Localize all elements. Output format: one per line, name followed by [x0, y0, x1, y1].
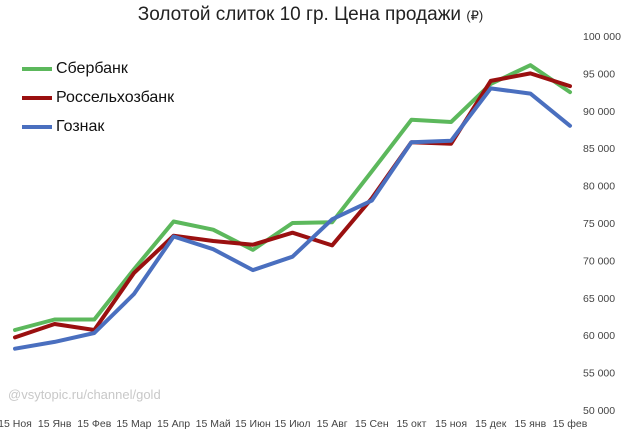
x-tick-label: 15 Янв	[38, 418, 72, 430]
legend-item-rosselkhozbank: Россельхозбанк	[22, 83, 174, 112]
legend-label-rosselkhozbank: Россельхозбанк	[56, 88, 175, 106]
x-tick-label: 15 Фев	[77, 418, 111, 430]
x-tick-label: 15 ноя	[435, 418, 467, 430]
x-tick-label: 15 Сен	[355, 418, 389, 430]
y-tick-label: 100 000	[583, 31, 621, 43]
y-tick-label: 50 000	[583, 405, 615, 417]
x-tick-label: 15 Ноя	[0, 418, 32, 430]
series-line-0	[13, 63, 572, 332]
y-tick-label: 70 000	[583, 255, 615, 267]
chart-title-unit: (₽)	[466, 8, 484, 23]
chart-legend: Сбербанк Россельхозбанк Гознак	[22, 54, 174, 141]
chart-title-text: Золотой слиток 10 гр. Цена продажи	[137, 4, 462, 25]
x-tick-label: 15 дек	[475, 418, 507, 430]
y-tick-label: 55 000	[583, 368, 615, 380]
y-tick-label: 80 000	[583, 181, 615, 193]
legend-swatch-sberbank	[22, 66, 52, 71]
x-tick-label: 15 окт	[396, 418, 426, 430]
y-tick-label: 60 000	[583, 330, 615, 342]
x-tick-label: 15 Май	[196, 418, 231, 430]
y-tick-label: 95 000	[583, 68, 615, 80]
y-tick-label: 85 000	[583, 143, 615, 155]
legend-item-goznak: Гознак	[22, 112, 174, 141]
watermark: @vsytopic.ru/channel/gold	[8, 387, 161, 402]
x-tick-label: 15 фев	[553, 418, 588, 430]
legend-swatch-goznak	[22, 124, 52, 129]
y-tick-label: 65 000	[583, 293, 615, 305]
x-tick-label: 15 Апр	[157, 418, 190, 430]
legend-label-sberbank: Сбербанк	[56, 59, 128, 77]
x-tick-label: 15 Июн	[235, 418, 271, 430]
x-tick-label: 15 Мар	[116, 418, 151, 430]
x-tick-label: 15 янв	[515, 418, 547, 430]
legend-item-sberbank: Сбербанк	[22, 54, 174, 83]
series-line-1	[13, 71, 572, 340]
series-line-2	[13, 86, 572, 351]
x-tick-label: 15 Июл	[275, 418, 311, 430]
legend-label-goznak: Гознак	[56, 117, 105, 135]
y-tick-label: 75 000	[583, 218, 615, 230]
legend-swatch-rosselkhozbank	[22, 95, 52, 100]
chart-title: Золотой слиток 10 гр. Цена продажи (₽)	[0, 4, 621, 26]
y-tick-label: 90 000	[583, 106, 615, 118]
x-tick-label: 15 Авг	[317, 418, 348, 430]
